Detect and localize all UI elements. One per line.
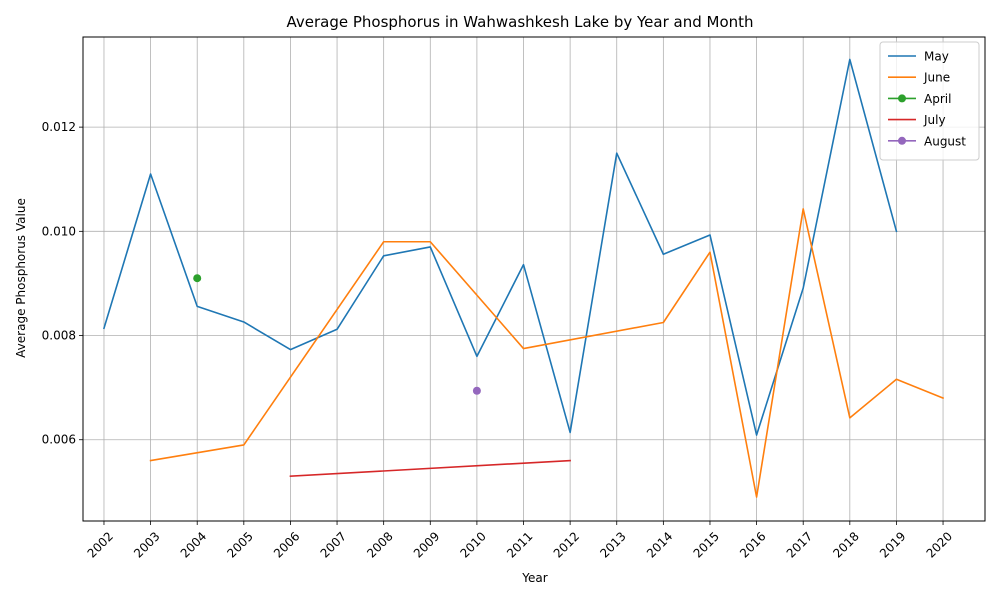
data-point-april — [193, 274, 202, 283]
x-tick-label: 2015 — [691, 529, 722, 560]
x-tick-label: 2013 — [597, 529, 628, 560]
x-tick-label: 2007 — [318, 529, 349, 560]
x-tick-label: 2014 — [644, 529, 675, 560]
y-tick-label: 0.006 — [42, 433, 76, 447]
data-point-august — [472, 386, 481, 395]
x-tick-label: 2005 — [224, 529, 255, 560]
x-tick-label: 2017 — [784, 529, 815, 560]
legend-marker-august — [898, 136, 906, 145]
legend: May June April July August — [879, 41, 980, 161]
axes: 2002 2003 2004 2005 2006 2007 2008 2009 2010 2011… — [42, 120, 955, 561]
x-tick-label: 2006 — [271, 529, 302, 560]
series-line-july — [289, 459, 571, 478]
legend-label-april: April — [924, 92, 951, 106]
x-tick-label: 2016 — [737, 529, 768, 560]
x-tick-label: 2002 — [85, 529, 116, 560]
legend-marker-april — [898, 94, 906, 103]
series-line-june — [149, 208, 945, 498]
x-tick-label: 2004 — [178, 529, 209, 560]
chart-title: Average Phosphorus in Wahwashkesh Lake b… — [286, 13, 753, 31]
x-tick-label: 2012 — [551, 529, 582, 560]
y-axis-label: Average Phosphorus Value — [14, 198, 28, 358]
series-lines — [102, 58, 945, 498]
series-line-may — [102, 58, 898, 436]
y-tick-label: 0.008 — [42, 329, 76, 343]
x-tick-label: 2011 — [504, 529, 535, 560]
x-tick-label: 2003 — [131, 529, 162, 560]
legend-label-may: May — [924, 50, 949, 64]
x-tick-label: 2018 — [830, 529, 861, 560]
x-tick-label: 2020 — [924, 529, 955, 560]
y-tick-label: 0.012 — [42, 120, 76, 134]
legend-label-june: June — [923, 71, 950, 85]
x-tick-label: 2009 — [411, 529, 442, 560]
legend-label-august: August — [924, 134, 966, 148]
x-axis-label: Year — [521, 571, 547, 585]
x-tick-label: 2008 — [364, 529, 395, 560]
legend-label-july: July — [923, 113, 946, 127]
x-tick-label: 2019 — [877, 529, 908, 560]
x-tick-label: 2010 — [457, 529, 488, 560]
plot-frame — [82, 36, 986, 522]
legend-box — [879, 41, 980, 161]
grid — [83, 37, 985, 521]
y-tick-label: 0.010 — [42, 224, 76, 238]
